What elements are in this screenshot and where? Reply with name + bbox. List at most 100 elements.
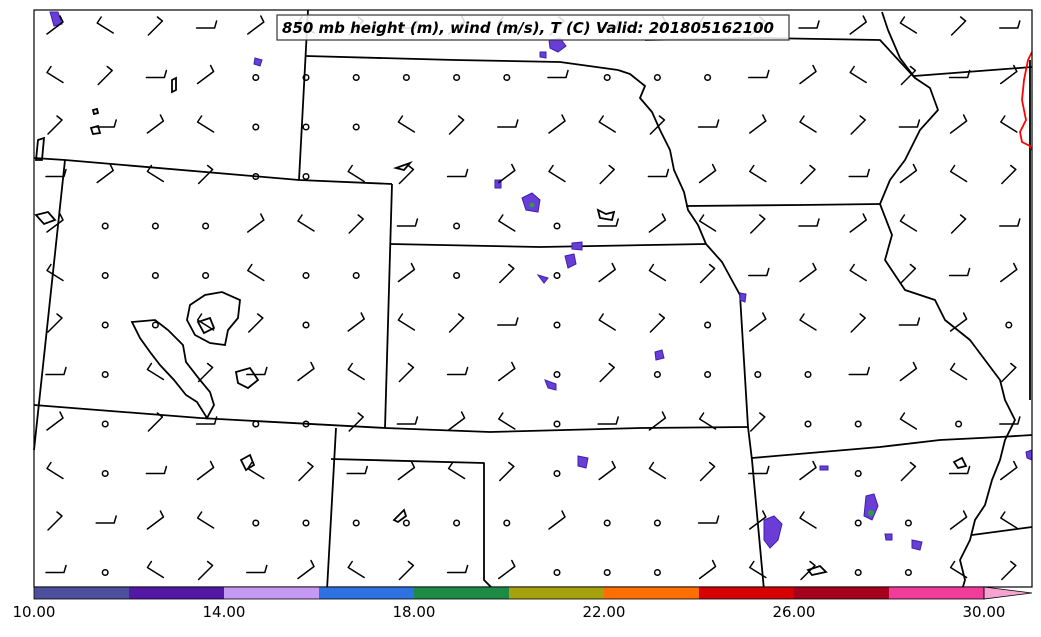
wind-barb <box>448 115 465 135</box>
cell-east-edge <box>1025 449 1033 461</box>
wind-barb <box>547 69 569 79</box>
wind-barb <box>447 411 466 431</box>
calm-wind-circle <box>302 321 310 329</box>
wind-barb <box>397 313 416 331</box>
wind-barb <box>347 560 365 579</box>
wind-barb <box>999 416 1021 425</box>
calm-wind-circle <box>553 420 561 428</box>
wind-barb <box>948 465 971 475</box>
wind-barb <box>698 214 717 232</box>
lake-kansas-a <box>596 208 616 222</box>
wind-barb <box>398 362 415 383</box>
wind-barb <box>446 564 469 574</box>
wind-barb <box>598 313 616 331</box>
colorbar-segment <box>224 587 320 599</box>
colorbar-segment <box>699 587 795 599</box>
calm-wind-circle <box>854 519 862 527</box>
border-utah-colorado <box>33 159 66 451</box>
calm-wind-circle <box>202 222 210 230</box>
calm-wind-circle <box>101 222 109 230</box>
calm-wind-circle <box>704 321 712 329</box>
wind-barb <box>698 559 717 580</box>
colorbar-tick-label: 14.00 <box>203 603 246 621</box>
wind-barb <box>497 119 519 128</box>
wind-barb <box>197 560 214 581</box>
wind-barb <box>799 262 817 283</box>
wind-barb <box>849 15 867 35</box>
wind-barb <box>397 460 416 481</box>
wind-barb <box>45 366 67 376</box>
wind-barb <box>949 560 968 579</box>
calm-wind-circle <box>653 73 661 82</box>
wind-barb <box>46 15 64 35</box>
wind-barb <box>396 416 419 425</box>
colorbar-segment <box>414 587 510 599</box>
wind-barb <box>247 15 265 35</box>
wind-barb <box>146 164 165 183</box>
wind-barb <box>246 564 268 574</box>
wind-barb <box>146 114 165 134</box>
colorbar-segment <box>129 587 225 599</box>
water-bodies <box>34 76 968 576</box>
calm-wind-circle <box>352 271 360 280</box>
lake-wyoming-c <box>171 76 177 94</box>
wind-barb <box>849 263 867 282</box>
wind-barb <box>548 510 566 530</box>
wind-barb <box>95 119 117 128</box>
border-missouri-arkansas <box>751 434 1033 459</box>
calm-wind-circle <box>302 172 310 181</box>
wind-barb <box>599 164 615 185</box>
wind-barb <box>799 460 817 481</box>
cell-kansas-e <box>654 349 665 361</box>
calm-wind-circle <box>1005 321 1013 329</box>
wind-barb <box>196 313 215 331</box>
wind-barb <box>195 20 218 29</box>
wind-barb <box>347 312 365 332</box>
wind-barb <box>46 411 64 431</box>
calm-wind-circle <box>302 420 310 428</box>
lake-missouri-a <box>952 456 968 470</box>
calm-wind-circle <box>101 420 109 428</box>
wind-barb <box>498 412 516 430</box>
wind-barb <box>548 164 566 183</box>
wind-barb <box>1000 115 1018 133</box>
wind-barb <box>750 214 766 234</box>
wind-barb <box>899 361 918 382</box>
border-nebraska-kansas <box>389 243 707 248</box>
border-newmexico-oklahoma <box>326 427 337 591</box>
wind-barb <box>247 461 265 480</box>
temperature-contour <box>1019 51 1033 151</box>
wind-barb <box>1000 262 1018 283</box>
title-box: 850 mb height (m), wind (m/s), T (C) Val… <box>276 14 790 41</box>
cell-core-nebraska <box>529 202 535 208</box>
lake-utah <box>34 210 57 226</box>
calm-wind-circle <box>352 73 360 82</box>
wind-barb <box>899 163 918 184</box>
wind-barb <box>848 168 870 178</box>
wind-barb <box>247 213 265 233</box>
wind-barb <box>949 362 968 381</box>
wind-barb <box>347 164 365 183</box>
colorbar-extend-arrow <box>983 586 1033 600</box>
wind-barb <box>799 115 817 133</box>
wind-barb <box>46 65 64 84</box>
wind-barb <box>248 313 264 333</box>
colorbar-segment <box>889 587 985 599</box>
calm-wind-circle <box>603 519 611 527</box>
calm-wind-circle <box>453 519 461 527</box>
wind-barb <box>47 511 63 531</box>
calm-wind-circle <box>453 222 461 230</box>
colorbar-segment <box>319 587 415 599</box>
calm-wind-circle <box>101 469 109 478</box>
calm-wind-circle <box>252 172 260 181</box>
calm-wind-circle <box>151 271 159 280</box>
calm-wind-circle <box>955 420 963 428</box>
wind-barb <box>848 366 870 376</box>
lake-arkansas <box>806 564 828 576</box>
border-kansas-oklahoma <box>384 426 749 433</box>
border-colorado-newmexico <box>33 404 386 429</box>
cell-core-arkansas <box>868 510 874 516</box>
cell-arkansas-c <box>911 539 923 551</box>
wind-barb <box>697 119 720 128</box>
